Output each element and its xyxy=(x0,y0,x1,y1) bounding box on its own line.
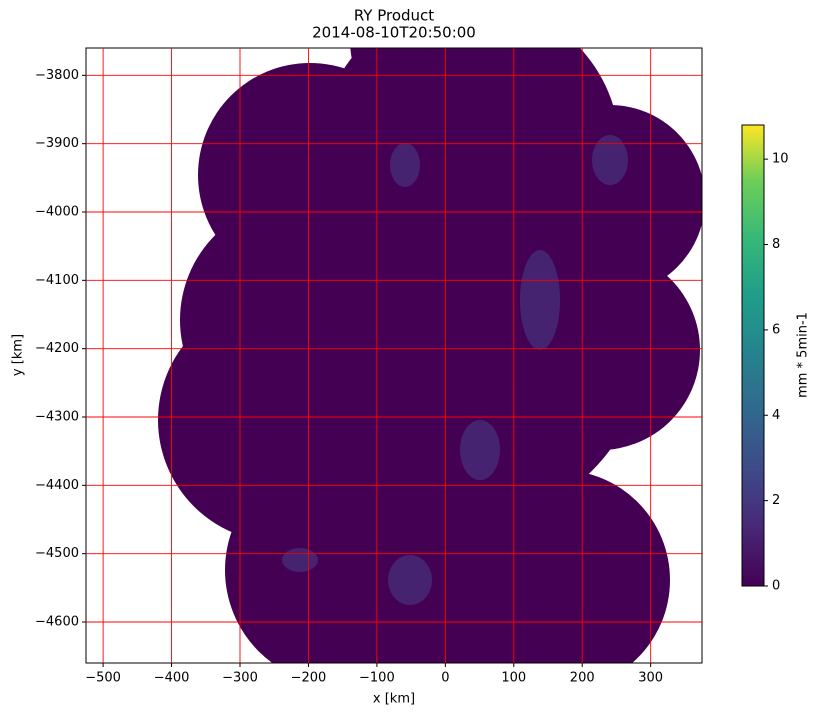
x-tick-label: −300 xyxy=(222,671,258,686)
colorbar-tick-label: 8 xyxy=(772,237,780,252)
x-tick-label: −400 xyxy=(154,671,190,686)
y-tick-label: −4600 xyxy=(35,615,79,630)
x-tick-label: 200 xyxy=(570,671,595,686)
colorbar-tick-label: 6 xyxy=(772,322,780,337)
colorbar-tick-label: 10 xyxy=(772,152,789,167)
radar-composite xyxy=(158,48,702,663)
colorbar-tick-label: 0 xyxy=(772,579,780,594)
axes-frame xyxy=(85,47,703,664)
y-tick-label: −3800 xyxy=(35,68,79,83)
colorbar-tick-label: 2 xyxy=(772,493,780,508)
colorbar xyxy=(741,124,765,587)
y-tick-label: −4100 xyxy=(35,273,79,288)
y-tick-label: −4500 xyxy=(35,546,79,561)
chart-subtitle: 2014-08-10T20:50:00 xyxy=(312,24,476,42)
y-tick-label: −3900 xyxy=(35,136,79,151)
x-tick-label: 0 xyxy=(441,671,449,686)
x-tick-label: −100 xyxy=(359,671,395,686)
x-tick-label: −200 xyxy=(291,671,327,686)
colorbar-tick-label: 4 xyxy=(772,408,780,423)
y-tick-label: −4300 xyxy=(35,410,79,425)
y-tick-label: −4000 xyxy=(35,205,79,220)
colorbar-label: mm * 5min-1 xyxy=(796,312,811,398)
x-tick-label: −500 xyxy=(85,671,121,686)
x-axis-label: x [km] xyxy=(373,692,415,707)
chart-title: RY Product xyxy=(354,7,434,25)
y-axis-label: y [km] xyxy=(11,334,26,376)
y-tick-label: −4400 xyxy=(35,478,79,493)
x-tick-label: 300 xyxy=(638,671,663,686)
x-tick-label: 100 xyxy=(501,671,526,686)
y-tick-label: −4200 xyxy=(35,341,79,356)
